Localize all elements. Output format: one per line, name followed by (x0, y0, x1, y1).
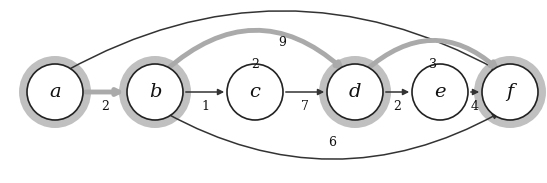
Text: c: c (249, 83, 260, 101)
Circle shape (19, 56, 91, 128)
Text: 2: 2 (251, 57, 259, 70)
Text: 4: 4 (471, 100, 479, 113)
Circle shape (319, 56, 391, 128)
Text: 2: 2 (393, 100, 401, 113)
Text: d: d (349, 83, 361, 101)
Text: e: e (434, 83, 446, 101)
Circle shape (27, 64, 83, 120)
FancyArrowPatch shape (66, 11, 498, 71)
Text: f: f (507, 83, 514, 101)
Circle shape (227, 64, 283, 120)
Circle shape (327, 64, 383, 120)
Text: 3: 3 (428, 57, 437, 70)
Circle shape (482, 64, 538, 120)
Text: 7: 7 (301, 100, 309, 113)
Circle shape (127, 64, 183, 120)
Circle shape (474, 56, 546, 128)
Text: 9: 9 (278, 36, 287, 48)
Circle shape (412, 64, 468, 120)
Text: b: b (149, 83, 161, 101)
Text: 1: 1 (201, 100, 209, 113)
Circle shape (119, 56, 191, 128)
FancyArrowPatch shape (166, 113, 498, 159)
Text: 6: 6 (329, 135, 336, 148)
Text: a: a (49, 83, 61, 101)
FancyArrowPatch shape (166, 30, 340, 71)
Text: 2: 2 (101, 100, 109, 113)
FancyArrowPatch shape (365, 40, 496, 71)
